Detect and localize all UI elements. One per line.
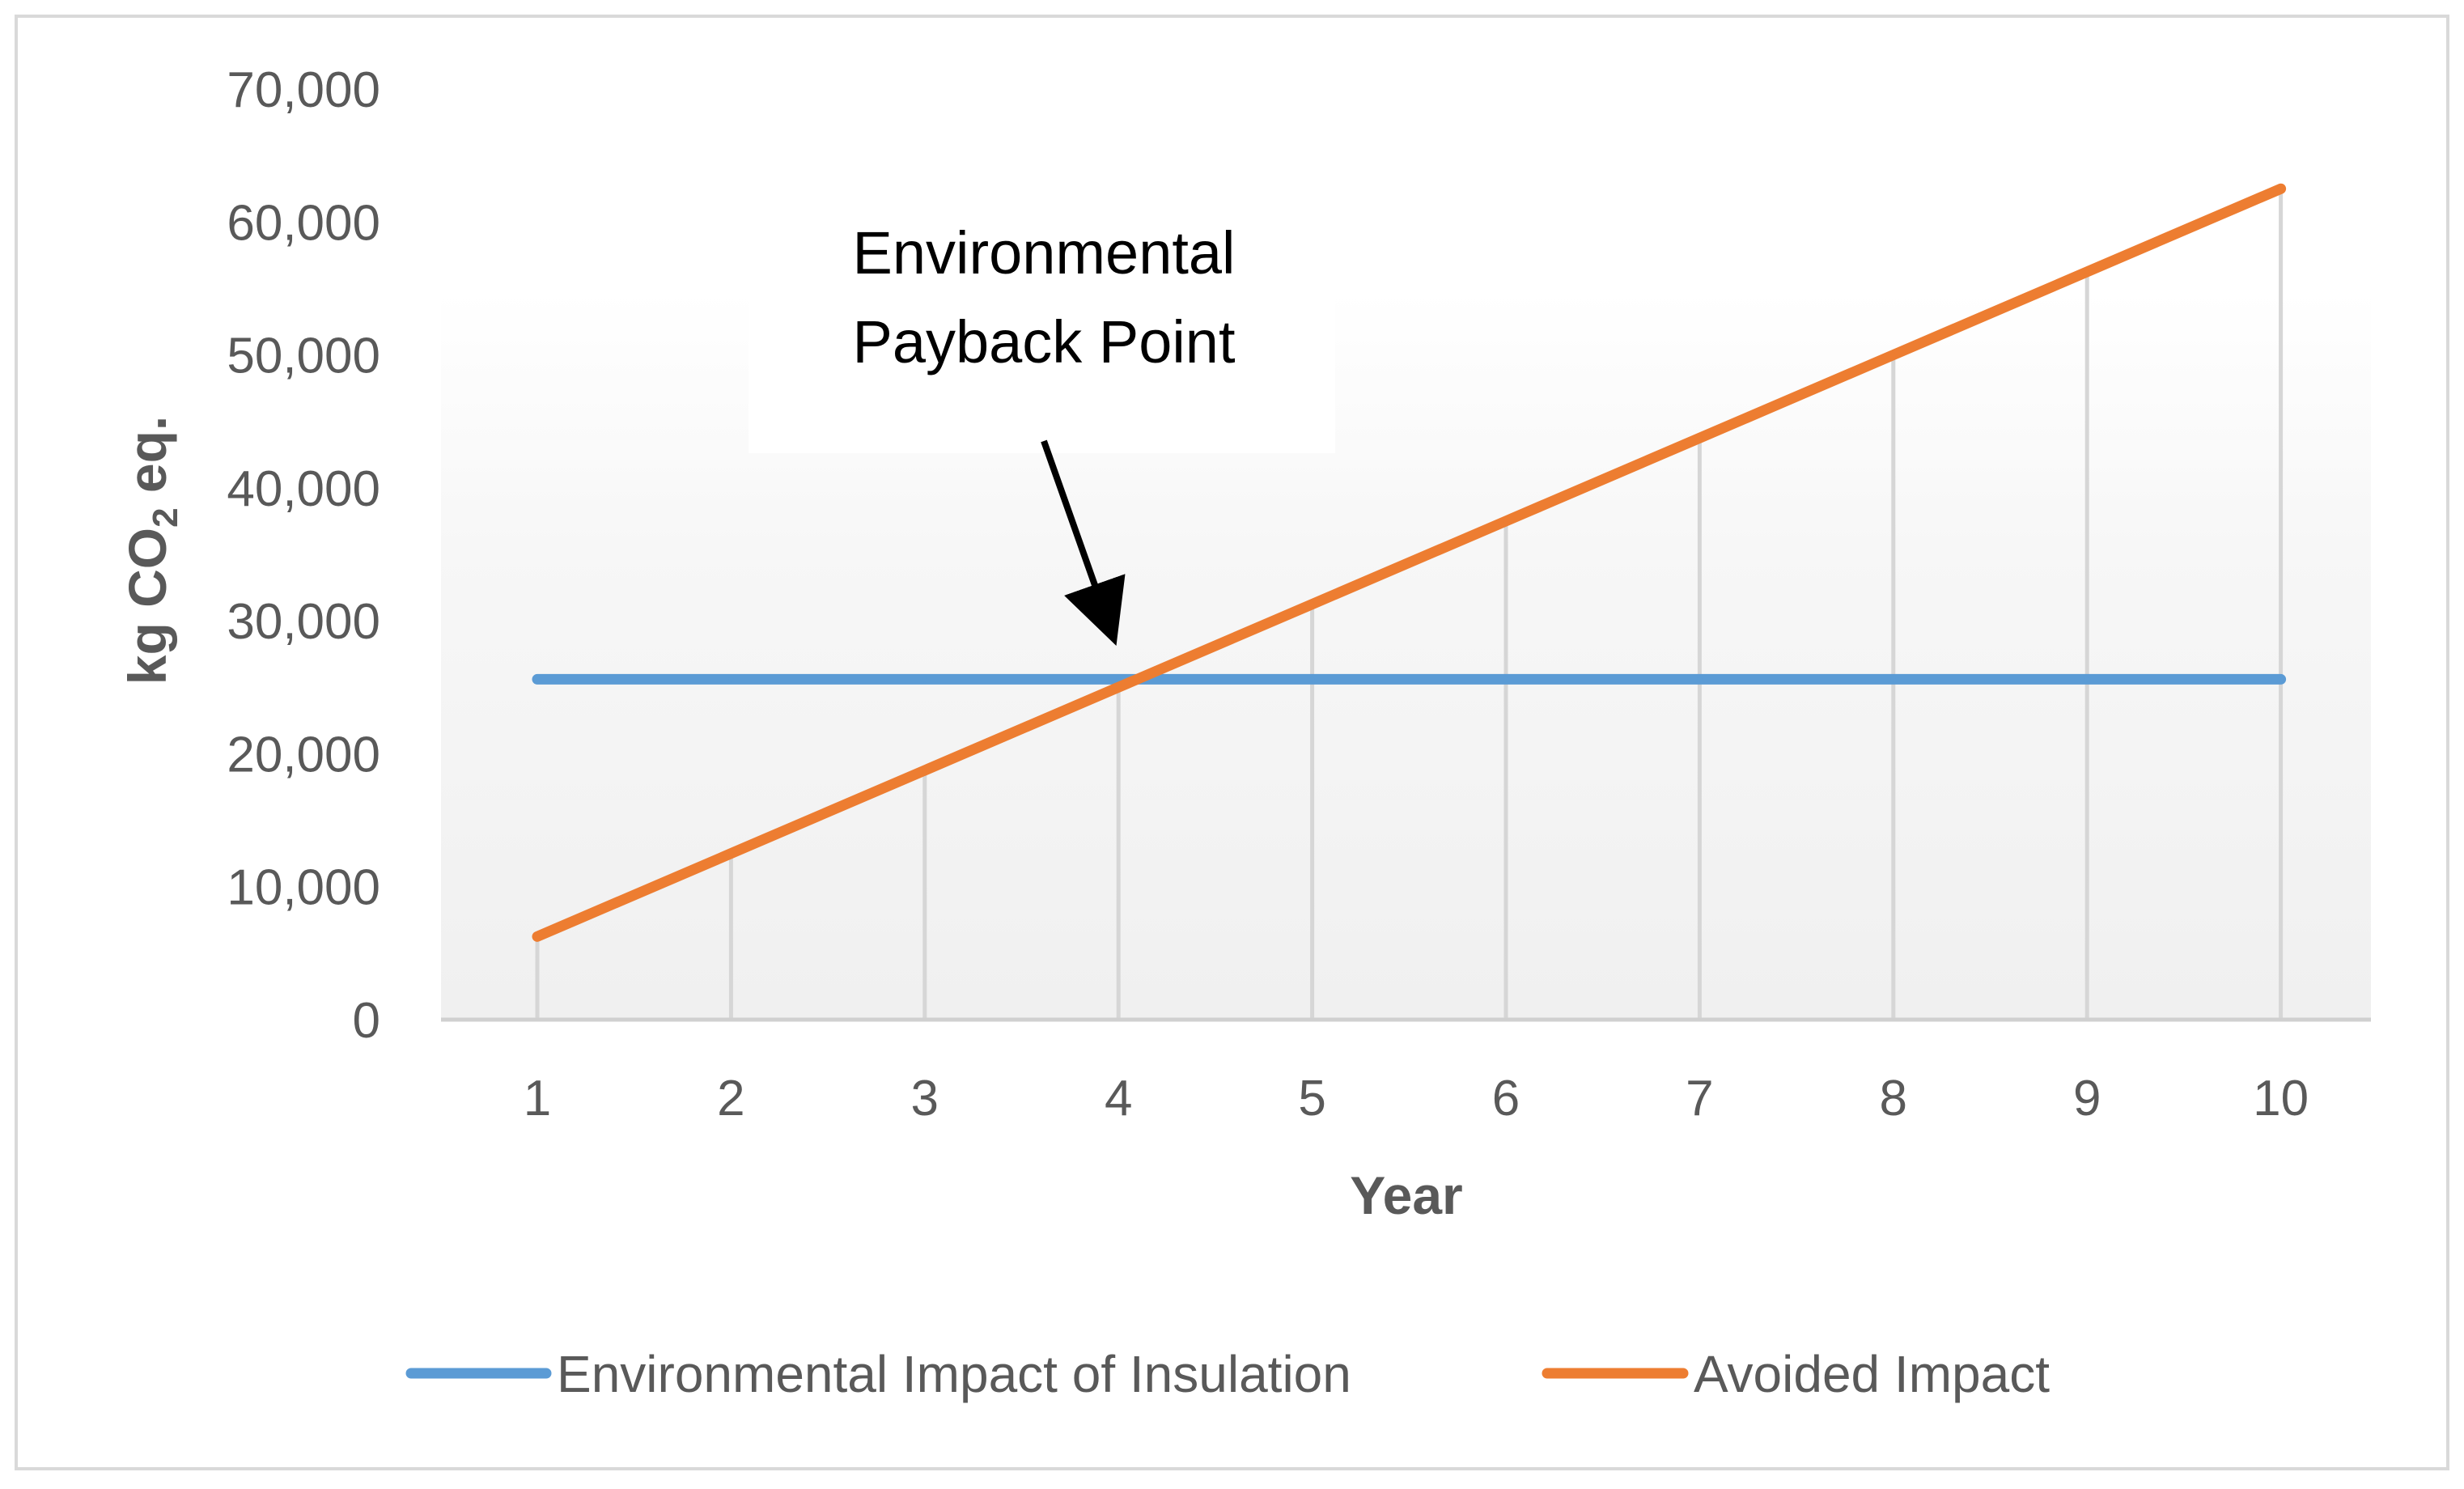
data-point: [728, 851, 734, 856]
data-point: [728, 677, 734, 682]
data-point: [1503, 518, 1508, 524]
annotation-line-1: Environmental: [852, 219, 1235, 286]
legend: Environmental Impact of Insulation Avoid…: [405, 1345, 2050, 1403]
y-tick-label: 60,000: [227, 195, 380, 251]
x-tick-label: 7: [1686, 1071, 1713, 1126]
data-point: [2278, 677, 2284, 682]
annotation-line-2: Payback Point: [852, 308, 1235, 375]
x-tick-label: 3: [911, 1071, 939, 1126]
data-point: [1890, 352, 1896, 358]
legend-item-insulation: Environmental Impact of Insulation: [405, 1345, 1351, 1403]
data-point: [922, 767, 927, 773]
y-tick-label: 70,000: [227, 62, 380, 118]
y-tick-label: 20,000: [227, 727, 380, 783]
x-tick-label: 8: [1880, 1071, 1907, 1126]
data-point: [1503, 677, 1508, 682]
y-axis-title-main: kg CO: [117, 528, 177, 685]
vertical-gridlines: [535, 189, 2284, 1020]
annotation-box: [749, 198, 1335, 453]
data-point: [2278, 186, 2284, 192]
y-tick-label: 0: [353, 993, 380, 1049]
data-point: [535, 677, 540, 682]
x-tick-label: 4: [1105, 1071, 1132, 1126]
y-axis-title: kg CO2 eq.: [117, 416, 185, 685]
data-point: [1697, 435, 1703, 441]
x-tick-label: 9: [2073, 1071, 2101, 1126]
x-axis-ticks: 1 2 3 4 5 6 7 8 9 10: [524, 1071, 2309, 1126]
series-layer: [532, 183, 2287, 942]
legend-label-insulation: Environmental Impact of Insulation: [557, 1345, 1351, 1403]
y-axis-ticks: 0 10,000 20,000 30,000 40,000 50,000 60,000 70,…: [227, 62, 380, 1049]
y-axis-title-tail: eq.: [117, 416, 177, 508]
data-point: [1697, 677, 1703, 682]
y-tick-label: 40,000: [227, 461, 380, 517]
y-tick-label: 10,000: [227, 860, 380, 916]
data-point: [1309, 677, 1315, 682]
x-tick-label: 6: [1492, 1071, 1520, 1126]
data-point: [1116, 685, 1122, 690]
y-tick-label: 30,000: [227, 594, 380, 650]
data-point: [1309, 601, 1315, 607]
legend-item-avoided: Avoided Impact: [1542, 1345, 2050, 1403]
y-axis-title-subscript: 2: [146, 507, 185, 527]
data-point: [2084, 269, 2090, 274]
x-axis-title: Year: [1350, 1165, 1462, 1225]
data-point: [2084, 677, 2090, 682]
data-point: [1890, 677, 1896, 682]
data-point: [922, 677, 927, 682]
y-tick-label: 50,000: [227, 329, 380, 384]
data-point: [535, 934, 540, 940]
annotation-arrow: [1041, 439, 1126, 646]
legend-label-avoided: Avoided Impact: [1694, 1345, 2050, 1403]
x-tick-label: 5: [1298, 1071, 1325, 1126]
series-line-avoided: [532, 183, 2287, 942]
x-tick-label: 2: [717, 1071, 744, 1126]
x-tick-label: 1: [524, 1071, 551, 1126]
data-point: [1116, 677, 1122, 682]
x-tick-label: 10: [2253, 1071, 2309, 1126]
